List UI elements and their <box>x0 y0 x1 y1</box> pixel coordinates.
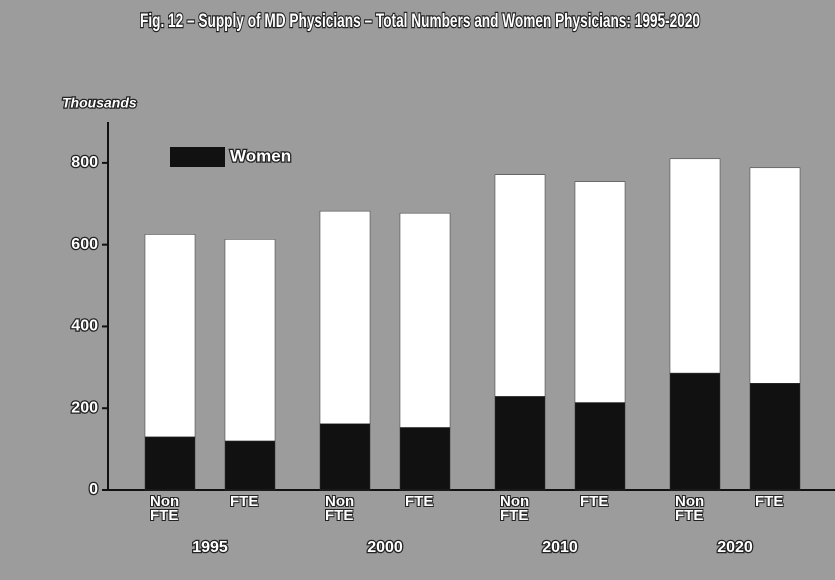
bar-segment <box>749 383 801 491</box>
bar-segment <box>494 396 546 491</box>
bar-segment <box>494 174 546 397</box>
bar-segment <box>399 427 451 491</box>
x-tick-label: FTE <box>580 493 609 510</box>
y-tick-label: 600 <box>71 236 98 253</box>
bar-segment <box>224 440 276 491</box>
x-tick-label: Non FTE <box>500 493 530 524</box>
x-tick-label: Non FTE <box>150 493 180 524</box>
group-label: 2020 <box>717 539 753 556</box>
bar-segment <box>319 210 371 425</box>
group-label: 2010 <box>542 539 578 556</box>
bar-segment <box>749 167 801 384</box>
group-label: 1995 <box>192 539 228 556</box>
y-axis-label: Thousands <box>62 95 137 111</box>
chart-title: Fig. 12 – Supply of MD Physicians – Tota… <box>140 11 700 32</box>
y-tick-label: 200 <box>71 399 98 416</box>
legend-label: Women <box>230 146 291 165</box>
x-tick-label: FTE <box>230 493 259 510</box>
bar-segment <box>319 423 371 491</box>
bar-segment <box>669 158 721 374</box>
bar-segment <box>224 239 276 442</box>
bar-segment <box>574 402 626 491</box>
bar-segment <box>669 372 721 491</box>
bar-segment <box>399 212 451 428</box>
x-tick-label: Non FTE <box>675 493 705 524</box>
bar-segment <box>574 181 626 403</box>
y-tick-label: 800 <box>71 154 98 171</box>
group-label: 2000 <box>367 539 403 556</box>
bar-segment <box>144 436 196 491</box>
y-tick-label: 400 <box>71 318 98 335</box>
x-tick-label: FTE <box>755 493 784 510</box>
bar-segment <box>144 234 196 438</box>
x-tick-label: Non FTE <box>325 493 355 524</box>
x-tick-label: FTE <box>405 493 434 510</box>
legend-swatch <box>170 147 225 167</box>
y-tick-label: 0 <box>89 481 98 498</box>
